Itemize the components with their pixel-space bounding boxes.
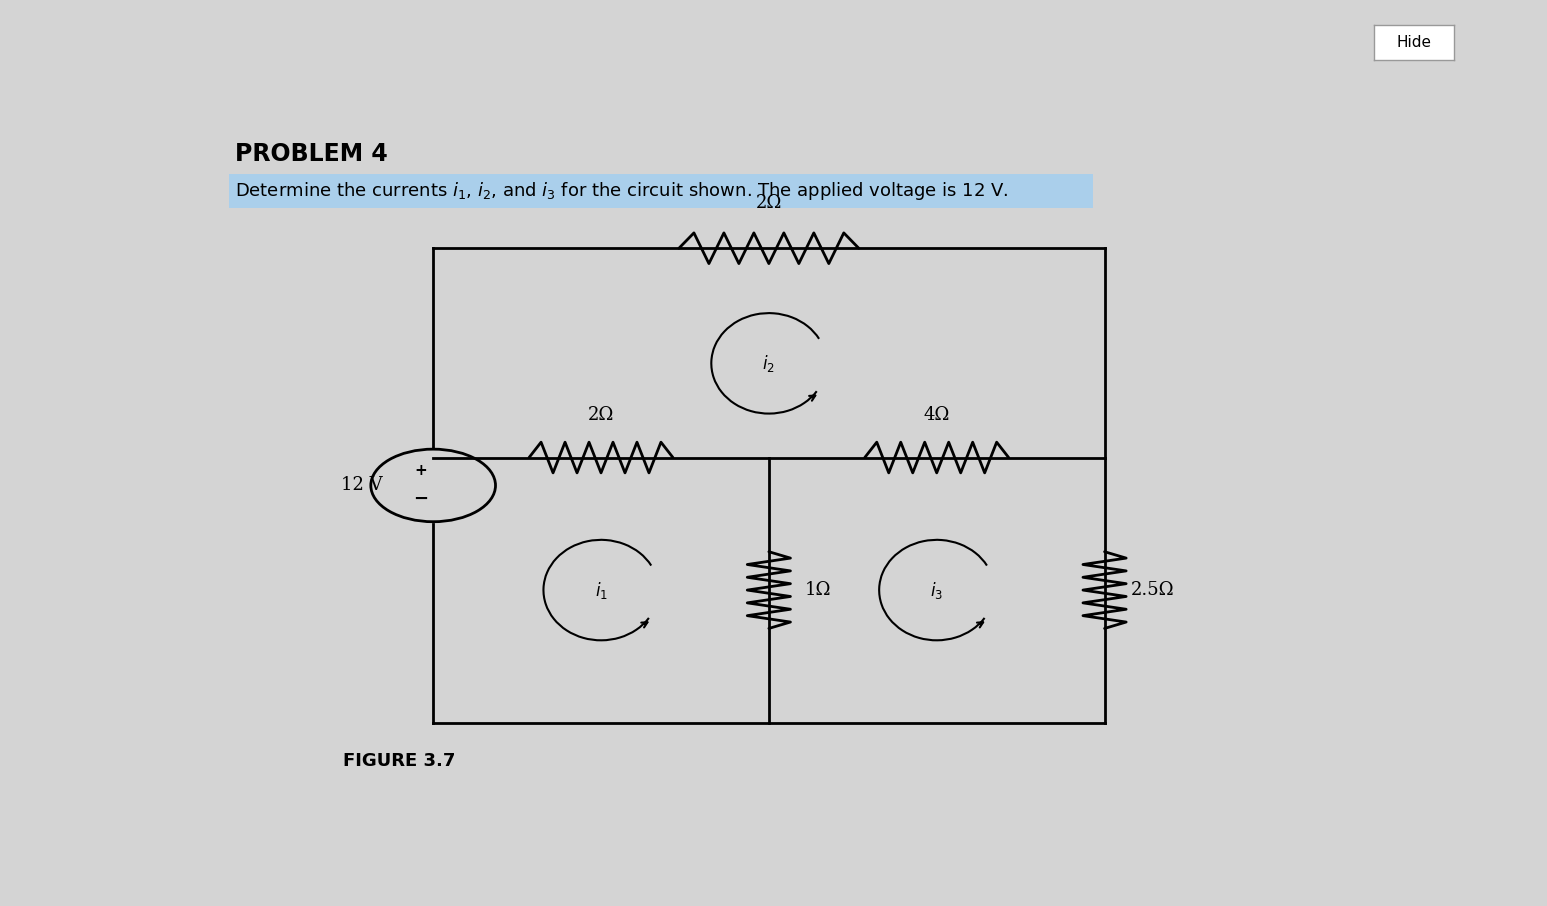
Text: 12 V: 12 V <box>342 477 382 495</box>
Text: PROBLEM 4: PROBLEM 4 <box>235 142 388 166</box>
Text: Determine the currents $i_1$, $i_2$, and $i_3$ for the circuit shown. The applie: Determine the currents $i_1$, $i_2$, and… <box>235 180 1009 202</box>
Text: $i_1$: $i_1$ <box>594 580 608 601</box>
Text: 1Ω: 1Ω <box>804 581 831 599</box>
Text: $i_3$: $i_3$ <box>930 580 944 601</box>
Text: 4Ω: 4Ω <box>924 406 950 424</box>
Text: 2.5Ω: 2.5Ω <box>1131 581 1174 599</box>
Text: 2Ω: 2Ω <box>755 194 783 212</box>
Text: Hide: Hide <box>1397 35 1431 50</box>
Text: +: + <box>415 463 427 477</box>
Text: $i_2$: $i_2$ <box>763 352 775 374</box>
Text: 2Ω: 2Ω <box>588 406 614 424</box>
Text: −: − <box>413 490 429 508</box>
FancyBboxPatch shape <box>229 174 1092 207</box>
Text: FIGURE 3.7: FIGURE 3.7 <box>343 752 456 770</box>
